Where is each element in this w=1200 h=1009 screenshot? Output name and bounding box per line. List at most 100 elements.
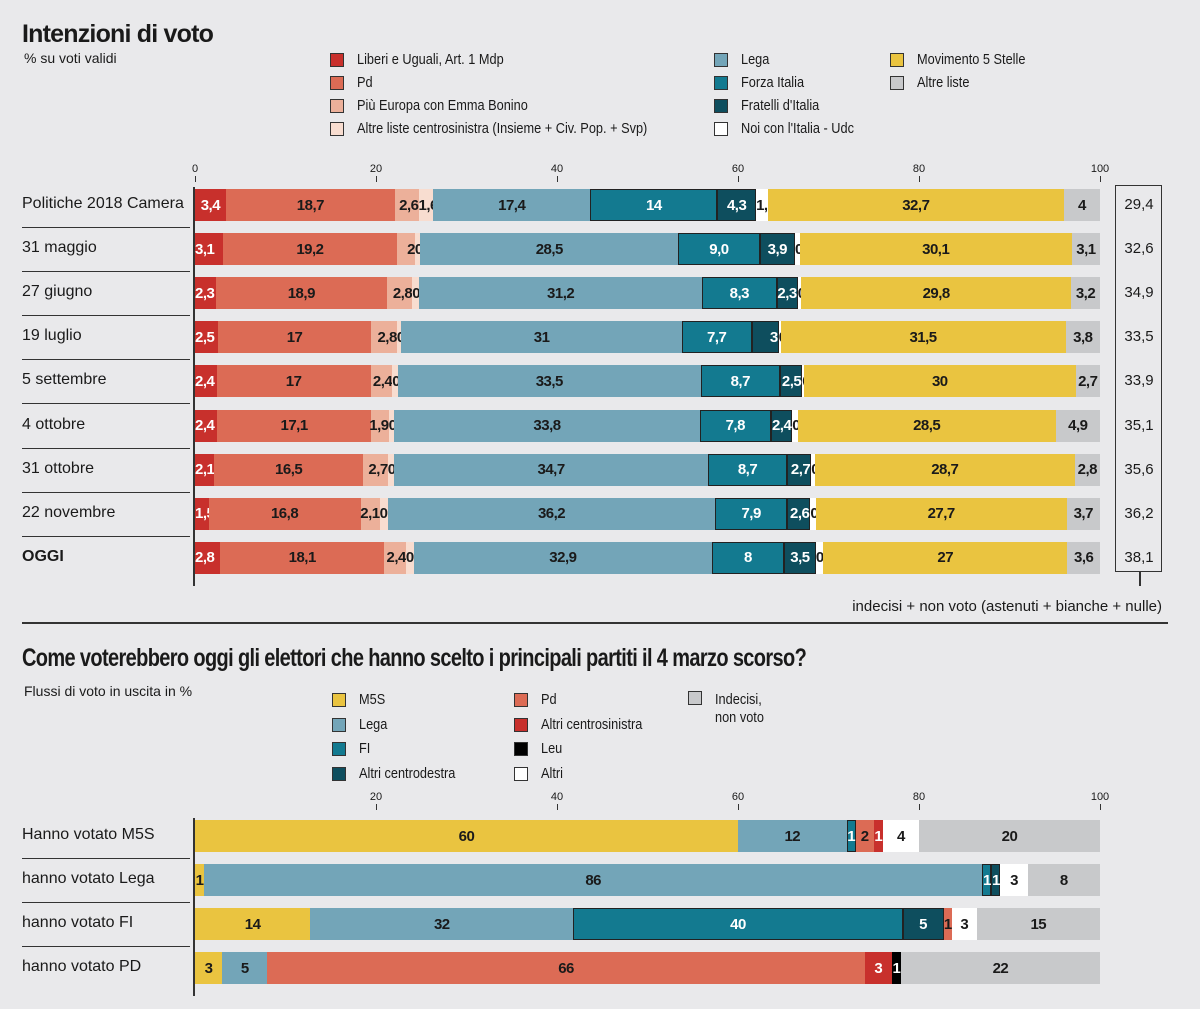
bar-segment-leu: 2,5 bbox=[195, 321, 218, 354]
axis-tick bbox=[557, 804, 558, 810]
bar-segment-leu: 2,4 bbox=[195, 409, 217, 442]
legend-item: Lega bbox=[714, 51, 774, 69]
undecided-value: 29,4 bbox=[1124, 196, 1154, 213]
bar-segment-m5s: 29,8 bbox=[801, 277, 1072, 310]
legend-swatch bbox=[332, 742, 346, 756]
axis-tick-label: 40 bbox=[550, 163, 564, 175]
bar-segment-fi: 8,7 bbox=[700, 365, 780, 398]
bar-segment-pd: 18,9 bbox=[215, 277, 387, 310]
chart2-title: Come voterebbero oggi gli elettori che h… bbox=[22, 644, 807, 672]
bar-segment-fi: 7,8 bbox=[699, 409, 771, 442]
undecided-label: indecisi + non voto (astenuti + bianche … bbox=[852, 598, 1162, 615]
undecided-value: 35,1 bbox=[1124, 416, 1154, 434]
bar-segment-fdi: 4,3 bbox=[717, 189, 757, 221]
legend-label: Leu bbox=[541, 740, 563, 757]
legend-item: Pd bbox=[514, 691, 559, 709]
bar-segment-europa: 2,8 bbox=[371, 321, 397, 354]
legend-item: Movimento 5 Stelle bbox=[890, 51, 1045, 69]
bar-segment-pd: 18,7 bbox=[225, 189, 395, 221]
bar-segment-lega: 28,5 bbox=[420, 233, 679, 266]
bar-segment-pd: 2 bbox=[855, 820, 874, 852]
axis-tick-label: 80 bbox=[912, 791, 926, 803]
legend-label: Altre liste centrosinistra (Insieme + Ci… bbox=[357, 120, 648, 137]
legend-swatch bbox=[714, 122, 728, 136]
bar-segment-m5s: 1 bbox=[195, 864, 205, 896]
bar-segment-fdi: 2,7 bbox=[786, 453, 812, 486]
bar-segment-fi: 9,0 bbox=[678, 233, 760, 266]
row-label: 27 giugno bbox=[22, 283, 93, 301]
bar-segment-fdi: 3,5 bbox=[784, 541, 816, 574]
bar-segment-altre: 22 bbox=[900, 952, 1100, 984]
legend-swatch bbox=[330, 76, 344, 90]
bar-segment-lega: 86 bbox=[204, 864, 983, 896]
undecided-value: 34,9 bbox=[1124, 284, 1154, 302]
row-label: 31 maggio bbox=[22, 239, 97, 257]
legend-label: Noi con l'Italia - Udc bbox=[741, 120, 854, 137]
legend-label: Movimento 5 Stelle bbox=[917, 51, 1026, 68]
axis-tick-label: 60 bbox=[731, 163, 745, 175]
bar-segment-fi: 7,7 bbox=[681, 321, 752, 354]
bar-segment-fdi: 5 bbox=[902, 908, 944, 940]
legend-label: Fratelli d'Italia bbox=[741, 97, 820, 114]
legend-item: Forza Italia bbox=[714, 74, 815, 92]
row-label: 22 novembre bbox=[22, 503, 116, 521]
undecided-value: 33,9 bbox=[1124, 372, 1154, 390]
row-separator bbox=[22, 902, 190, 903]
bar-segment-fi: 7,9 bbox=[715, 497, 787, 530]
row-label: 4 ottobre bbox=[22, 415, 86, 433]
legend-item: Altre liste centrosinistra (Insieme + Ci… bbox=[330, 120, 699, 138]
axis-tick bbox=[195, 176, 196, 182]
bar-segment-noi: 0,8 bbox=[815, 541, 836, 574]
bar-segment-lega: 32,9 bbox=[414, 541, 712, 574]
legend-item: Fratelli d'Italia bbox=[714, 97, 833, 115]
bar-segment-fdi: 3,9 bbox=[759, 233, 795, 266]
row-separator bbox=[22, 946, 190, 947]
bar-segment-m5s: 31,5 bbox=[780, 321, 1066, 354]
chart1-subtitle: % su voti validi bbox=[24, 50, 117, 66]
legend-item: FI bbox=[332, 740, 372, 758]
bar-segment-altre: 4,9 bbox=[1055, 409, 1100, 442]
bar-segment-m5s: 30,1 bbox=[799, 233, 1072, 266]
bar-segment-leu: 3,4 bbox=[195, 189, 226, 221]
legend-swatch bbox=[330, 99, 344, 113]
undecided-value: 32,6 bbox=[1124, 240, 1154, 258]
bar-segment-pd: 17,1 bbox=[216, 409, 372, 442]
bar-segment-noi: 3 bbox=[1000, 864, 1028, 896]
legend-swatch bbox=[514, 742, 528, 756]
bar-segment-pd: 66 bbox=[267, 952, 865, 984]
bar-segment-fi: 1 bbox=[846, 820, 856, 852]
bar-segment-altre: 3,7 bbox=[1066, 497, 1100, 530]
bar-segment-leu: 3 bbox=[864, 952, 892, 984]
bar-segment-europa: 2,8 bbox=[386, 277, 413, 310]
row-label: Politiche 2018 Camera bbox=[22, 195, 184, 212]
bar-segment-fdi: 3 bbox=[751, 321, 779, 354]
legend-item: Altri centrodestra bbox=[332, 765, 472, 783]
bar-segment-fi: 8,7 bbox=[708, 453, 787, 486]
bar-segment-lega: 31 bbox=[401, 321, 682, 354]
legend-item: Leu bbox=[514, 740, 566, 758]
legend-swatch bbox=[714, 76, 728, 90]
undecided-value: 38,1 bbox=[1124, 548, 1154, 566]
undecided-value: 35,6 bbox=[1124, 460, 1154, 478]
axis-tick-label: 0 bbox=[191, 163, 199, 175]
bar-segment-m5s: 28,5 bbox=[797, 409, 1056, 442]
legend-label: Più Europa con Emma Bonino bbox=[357, 97, 528, 114]
bar-segment-europa: 2,4 bbox=[384, 541, 406, 574]
legend-item: Liberi e Uguali, Art. 1 Mdp bbox=[330, 51, 530, 69]
bar-segment-altri_csx: 1,6 bbox=[418, 189, 438, 221]
legend-item: Altri centrosinistra bbox=[514, 716, 660, 734]
row-separator bbox=[22, 315, 190, 317]
bar-segment-pd: 16,5 bbox=[214, 453, 364, 486]
bar-segment-black: 1 bbox=[891, 952, 901, 984]
legend-swatch bbox=[890, 53, 904, 67]
undecided-value: 36,2 bbox=[1124, 504, 1154, 522]
bar-segment-m5s: 32,7 bbox=[767, 189, 1064, 221]
chart2-subtitle: Flussi di voto in uscita in % bbox=[24, 683, 193, 699]
undecided-value: 33,5 bbox=[1124, 328, 1154, 346]
undecided-pointer bbox=[1139, 572, 1141, 586]
axis-tick bbox=[376, 176, 377, 182]
legend-label: Indecisi, non voto bbox=[715, 691, 764, 726]
row-separator bbox=[22, 359, 190, 361]
bar-segment-europa: 2,6 bbox=[395, 189, 419, 221]
